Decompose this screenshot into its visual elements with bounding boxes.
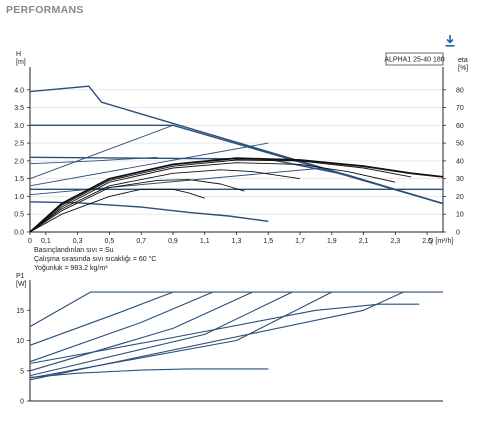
power-curve xyxy=(29,291,213,363)
h-xtick-label: 0,7 xyxy=(136,238,146,245)
efficiency-curve xyxy=(29,157,444,233)
eta-ytick-label: 10 xyxy=(456,212,464,219)
h-ytick-label: 3.0 xyxy=(14,123,24,130)
p-ytick-label: 5 xyxy=(20,368,24,375)
power-curve xyxy=(29,291,174,346)
h-axis-label: [m] xyxy=(16,59,26,66)
eta-axis-label: eta xyxy=(458,57,468,64)
h-xtick-label: 0,3 xyxy=(73,238,83,245)
model-label: ALPHA1 25-40 180 xyxy=(384,57,444,64)
power-curve xyxy=(29,291,404,381)
efficiency-curve xyxy=(29,179,245,233)
h-xtick-label: 1,7 xyxy=(295,238,305,245)
h-xtick-label: 0,1 xyxy=(41,238,51,245)
eta-ytick-label: 60 xyxy=(456,123,464,130)
power-curve xyxy=(29,291,443,328)
h-xtick-label: 0,9 xyxy=(168,238,178,245)
h-ytick-label: 0.0 xyxy=(14,230,24,237)
efficiency-curve xyxy=(29,159,412,233)
system-curve xyxy=(29,167,324,196)
h-xtick-label: 0 xyxy=(28,238,32,245)
p-axis-label: P1 xyxy=(16,273,25,280)
efficiency-curve xyxy=(29,169,301,233)
h-xtick-label: 2,5 xyxy=(422,238,432,245)
efficiency-curve xyxy=(29,188,205,233)
p-ytick-label: 15 xyxy=(16,308,24,315)
h-ytick-label: 1.0 xyxy=(14,194,24,201)
model-label-box xyxy=(385,52,444,66)
head-curve xyxy=(30,124,444,205)
h-xtick-label: 2,1 xyxy=(359,238,369,245)
p-ytick-label: 0 xyxy=(20,399,24,406)
system-curve xyxy=(29,124,174,180)
power-curve xyxy=(29,291,293,377)
eta-ytick-label: 0 xyxy=(456,230,460,237)
h-ytick-label: 1.5 xyxy=(14,176,24,183)
eta-ytick-label: 50 xyxy=(456,141,464,148)
system-curve xyxy=(29,156,158,165)
h-axis-label: H xyxy=(16,51,21,58)
temperature-label: Çalışma sırasında sıvı sıcaklığı = 60 °C xyxy=(34,256,157,263)
eta-ytick-label: 70 xyxy=(456,105,464,112)
system-curve xyxy=(29,142,269,187)
h-ytick-label: 2.0 xyxy=(14,158,24,165)
page-title: PERFORMANS xyxy=(6,4,84,16)
eta-ytick-label: 20 xyxy=(456,194,464,201)
h-xtick-label: 1,5 xyxy=(263,238,273,245)
eta-axis-label: [%] xyxy=(458,65,468,72)
eta-ytick-label: 30 xyxy=(456,176,464,183)
head-curve xyxy=(29,85,444,205)
h-ytick-label: 4.0 xyxy=(14,87,24,94)
h-xtick-label: 1,1 xyxy=(200,238,210,245)
eta-ytick-label: 40 xyxy=(456,158,464,165)
h-ytick-label: 3.5 xyxy=(14,105,24,112)
p-ytick-label: 10 xyxy=(16,338,24,345)
density-label: Yoğunluk = 983.2 kg/m³ xyxy=(34,265,108,272)
h-ytick-label: 0.5 xyxy=(14,212,24,219)
download-icon[interactable] xyxy=(444,34,456,48)
fluid-label: Basınçlandırılan sıvı = Su xyxy=(34,247,114,254)
eta-ytick-label: 80 xyxy=(456,87,464,94)
h-xtick-label: 1,3 xyxy=(232,238,242,245)
power-curve xyxy=(29,291,253,372)
efficiency-curve xyxy=(29,162,396,233)
p-axis-label: [W] xyxy=(16,281,27,288)
power-curve xyxy=(29,368,269,378)
h-ytick-label: 2.5 xyxy=(14,141,24,148)
q-axis-label: Q [m³/h] xyxy=(428,238,453,245)
h-xtick-label: 0,5 xyxy=(105,238,115,245)
power-curve xyxy=(29,303,420,365)
h-xtick-label: 2,3 xyxy=(390,238,400,245)
h-xtick-label: 1,9 xyxy=(327,238,337,245)
